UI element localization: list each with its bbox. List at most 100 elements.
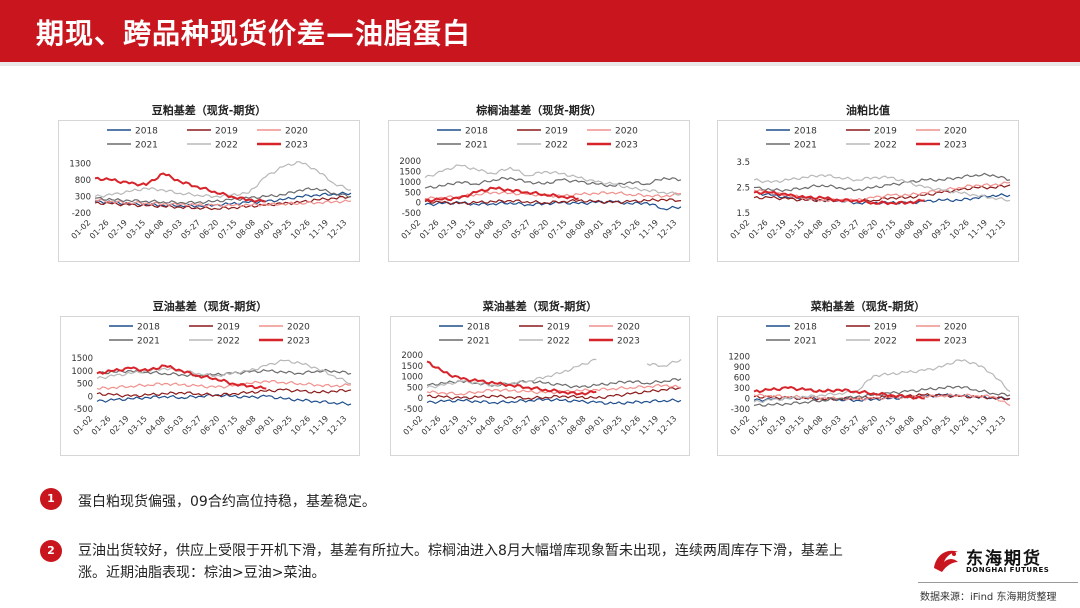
x-tick-label: 09-01 — [583, 414, 606, 437]
legend-label-2019: 2019 — [874, 323, 897, 333]
y-tick-label: 300 — [75, 193, 91, 203]
line-chart: 2018 2019 2020 2021 2022 2023 12009006003000-3… — [728, 323, 1011, 437]
series-line-2018 — [424, 199, 682, 211]
page-title: 期现、跨品种现货价差—油脂蛋白 — [36, 17, 472, 50]
legend-label-2018: 2018 — [465, 127, 488, 137]
company-logo: 东海期货 DONGHAI FUTURES — [924, 540, 1074, 586]
legend-label-2022: 2022 — [547, 337, 570, 347]
y-tick-label: 800 — [75, 176, 91, 186]
line-chart: 2018 2019 2020 2021 2022 2023 1500 1000 500 0 -500… — [71, 323, 352, 437]
x-tick-label: 09-25 — [930, 218, 953, 241]
x-tick-label: 05-27 — [509, 218, 532, 241]
series-line-2022 — [426, 358, 682, 389]
x-tick-label: 09-01 — [252, 218, 275, 241]
series-line-2022 — [424, 164, 682, 196]
series-line-2020 — [424, 191, 682, 200]
legend-label-2021: 2021 — [135, 141, 158, 151]
legend-label-2019: 2019 — [874, 127, 897, 137]
legend-label-2018: 2018 — [137, 323, 160, 333]
x-tick-label: 01-02 — [729, 218, 752, 241]
chart-title: 棕榈油基差（现货-期货） — [476, 104, 602, 117]
series-line-2020 — [426, 383, 682, 396]
x-tick-label: 05-03 — [820, 414, 843, 437]
x-tick-label: 05-03 — [161, 218, 184, 241]
legend-label-2018: 2018 — [794, 127, 817, 137]
chart-panel: 2018 2019 2020 2021 2022 2023 1500 1000 500 0 -500… — [60, 316, 360, 456]
x-tick-label: 05-27 — [179, 218, 202, 241]
y-tick-label: 1000 — [401, 373, 423, 383]
y-tick-label: 1500 — [399, 168, 421, 178]
note-number-badge: 1 — [40, 488, 62, 510]
y-tick-label: 3.5 — [736, 158, 750, 168]
x-tick-label: 01-02 — [72, 414, 95, 437]
legend-label-2023: 2023 — [944, 337, 967, 347]
legend-label-2020: 2020 — [285, 127, 308, 137]
x-tick-label: 09-25 — [601, 218, 624, 241]
x-tick-label: 10-26 — [289, 414, 312, 437]
x-tick-label: 07-15 — [546, 218, 569, 241]
series-line-2023 — [753, 386, 925, 400]
y-tick-label: 0 — [416, 199, 421, 209]
x-tick-label: 05-03 — [162, 414, 185, 437]
series-line-2021 — [753, 172, 1011, 193]
data-source-note: 数据来源：iFind 东海期货整理 — [920, 592, 1057, 603]
chart-title: 油粕比值 — [846, 104, 890, 117]
y-tick-label: -500 — [404, 405, 423, 415]
x-tick-label: 01-02 — [402, 414, 425, 437]
x-tick-label: 12-13 — [656, 414, 679, 437]
x-tick-label: 05-27 — [838, 414, 861, 437]
legend-label-2020: 2020 — [287, 323, 310, 333]
legend-label-2021: 2021 — [794, 337, 817, 347]
y-tick-label: 500 — [405, 188, 421, 198]
x-tick-label: 10-26 — [948, 218, 971, 241]
note-number-badge: 2 — [40, 540, 62, 562]
y-tick-label: 1300 — [69, 160, 91, 170]
y-tick-label: 1200 — [728, 353, 750, 363]
legend-label-2020: 2020 — [944, 127, 967, 137]
x-tick-label: 09-01 — [582, 218, 605, 241]
series-line-2021 — [94, 187, 352, 205]
series-line-2020 — [96, 379, 352, 390]
x-tick-label: 05-03 — [492, 414, 515, 437]
x-tick-label: 11-19 — [307, 414, 330, 437]
x-tick-label: 06-20 — [528, 218, 551, 241]
legend-label-2020: 2020 — [944, 323, 967, 333]
series-line-2022 — [753, 359, 1011, 404]
y-tick-label: 1.5 — [736, 209, 750, 219]
line-chart: 2018 2019 2020 2021 2022 2023 3.5 2.5 1.501-0201… — [729, 127, 1011, 241]
y-tick-label: -500 — [74, 405, 93, 415]
x-tick-label: 12-13 — [326, 218, 349, 241]
y-tick-label: 1500 — [401, 362, 423, 372]
x-tick-label: 09-25 — [601, 414, 624, 437]
x-tick-label: 11-19 — [307, 218, 330, 241]
y-tick-label: 2.5 — [736, 184, 750, 194]
legend-label-2019: 2019 — [547, 323, 570, 333]
x-tick-label: 04-08 — [143, 218, 166, 241]
x-tick-label: 05-27 — [180, 414, 203, 437]
x-tick-label: 02-19 — [436, 218, 459, 241]
series-line-2019 — [424, 198, 682, 206]
x-tick-label: 01-26 — [88, 218, 111, 241]
x-tick-label: 02-19 — [765, 414, 788, 437]
x-tick-label: 10-26 — [619, 218, 642, 241]
x-tick-label: 02-19 — [108, 414, 131, 437]
x-tick-label: 08-08 — [564, 218, 587, 241]
series-line-2020 — [753, 393, 1011, 407]
chart-panel: 2018 2019 2020 2021 2022 2023 1300 800 300 -200 01… — [58, 120, 360, 262]
series-line-2023 — [424, 186, 579, 203]
y-tick-label: 1500 — [71, 354, 93, 364]
x-tick-label: 10-26 — [948, 414, 971, 437]
legend-label-2022: 2022 — [545, 141, 568, 151]
x-tick-label: 05-03 — [820, 218, 843, 241]
line-chart: 2018 2019 2020 2021 2022 2023 1300 800 300 -20001… — [69, 127, 352, 241]
series-line-2021 — [424, 176, 682, 189]
y-tick-label: 0 — [88, 392, 93, 402]
x-tick-label: 02-19 — [438, 414, 461, 437]
x-tick-label: 06-20 — [857, 414, 880, 437]
y-tick-label: 300 — [734, 384, 750, 394]
x-tick-label: 11-19 — [966, 414, 989, 437]
x-tick-label: 01-26 — [747, 218, 770, 241]
series-line-2018 — [96, 393, 352, 406]
footer-divider — [918, 582, 1078, 583]
